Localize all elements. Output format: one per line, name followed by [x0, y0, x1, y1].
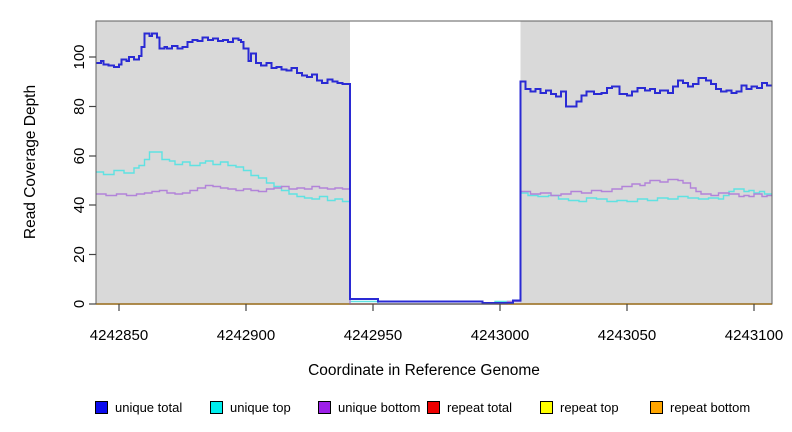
y-axis-tick-label: 60 [71, 148, 88, 165]
legend-label: unique total [115, 399, 183, 415]
x-axis-tick-label: 4242950 [344, 327, 402, 344]
x-axis-tick-label: 4243000 [471, 327, 529, 344]
legend-swatch-repeat-bottom [650, 400, 663, 414]
y-axis-tick-label: 80 [71, 98, 88, 115]
legend-label: repeat total [447, 399, 513, 415]
legend-item-repeat-top: repeat top [540, 398, 619, 416]
legend-label: repeat top [560, 399, 619, 415]
series-line-unique-total [96, 32, 772, 304]
x-axis-tick-label: 4242850 [90, 327, 148, 344]
x-axis-tick-label: 4243100 [725, 327, 783, 344]
legend-swatch-unique-top [210, 400, 223, 414]
y-axis-tick-label: 40 [71, 197, 88, 214]
legend-label: repeat bottom [670, 399, 751, 415]
y-axis-tick-label: 20 [71, 246, 88, 263]
y-axis-tick-label: 0 [71, 300, 88, 308]
series-line-unique-top [96, 151, 772, 305]
legend-item-repeat-bottom: repeat bottom [650, 398, 750, 416]
x-axis-tick-label: 4243050 [598, 327, 656, 344]
legend-label: unique top [230, 399, 291, 415]
legend-item-unique-total: unique total [95, 398, 182, 416]
coverage-gap-region [350, 21, 521, 304]
legend-swatch-unique-bottom [318, 400, 331, 414]
legend-swatch-unique-total [95, 400, 108, 414]
y-axis-title: Read Coverage Depth [22, 84, 39, 240]
legend-swatch-repeat-top [540, 400, 553, 414]
legend-item-unique-top: unique top [210, 398, 291, 416]
legend-swatch-repeat-total [427, 400, 440, 414]
legend-item-unique-bottom: unique bottom [318, 398, 420, 416]
x-axis-tick-label: 4242900 [217, 327, 275, 344]
legend: unique total unique top unique bottom repea… [0, 398, 792, 416]
legend-label: unique bottom [338, 399, 421, 415]
coverage-chart: 4242850 4242900 4242950 4243000 4243050 42431… [71, 20, 783, 344]
legend-item-repeat-total: repeat total [427, 398, 512, 416]
plot-border [95, 20, 773, 305]
x-axis-title: Coordinate in Reference Genome [308, 362, 540, 379]
y-axis-tick-label: 100 [71, 44, 88, 69]
